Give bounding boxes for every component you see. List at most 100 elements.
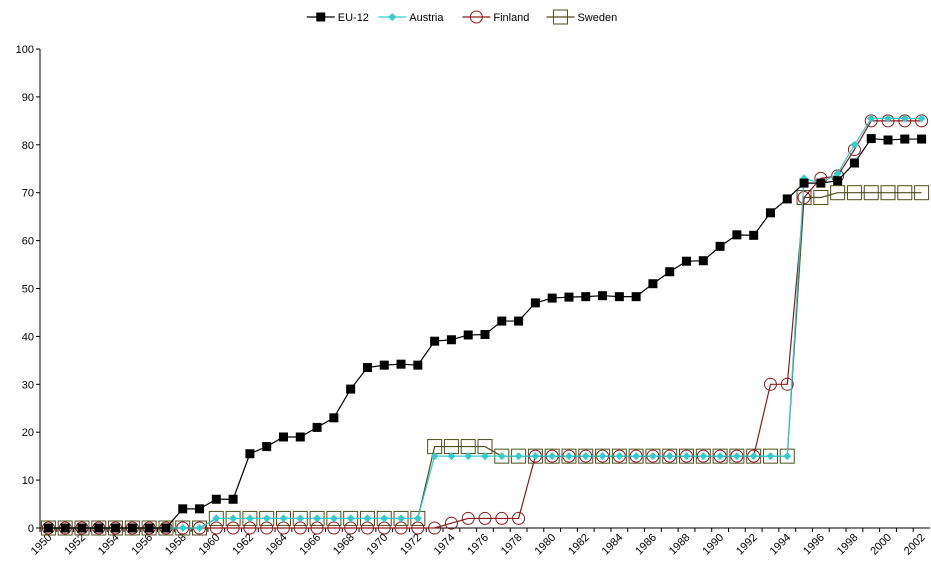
y-tick-label: 90 xyxy=(22,92,34,104)
marker xyxy=(195,504,205,514)
x-tick-label: 1990 xyxy=(700,532,726,558)
marker xyxy=(430,336,440,346)
x-tick-label: 1996 xyxy=(801,532,827,558)
marker xyxy=(816,178,826,188)
x-tick-label: 1980 xyxy=(532,532,558,558)
marker xyxy=(262,442,272,452)
marker xyxy=(880,185,896,201)
y-tick-label: 0 xyxy=(28,523,34,535)
marker xyxy=(581,292,591,302)
marker xyxy=(699,452,708,461)
marker xyxy=(380,514,389,523)
x-tick-label: 1970 xyxy=(365,532,391,558)
marker xyxy=(316,12,326,22)
marker xyxy=(379,360,389,370)
y-tick-label: 50 xyxy=(22,284,34,296)
series-line xyxy=(48,117,922,529)
y-tick-label: 60 xyxy=(22,236,34,248)
marker xyxy=(478,511,492,525)
marker xyxy=(682,452,691,461)
marker xyxy=(463,330,473,340)
marker xyxy=(495,511,509,525)
marker xyxy=(631,292,641,302)
marker xyxy=(430,452,439,461)
marker xyxy=(362,363,372,373)
legend-item: EU-12 xyxy=(306,12,369,24)
marker xyxy=(388,13,397,21)
marker xyxy=(195,524,204,532)
marker xyxy=(765,208,775,218)
x-tick-label: 1986 xyxy=(633,532,659,558)
y-tick-label: 10 xyxy=(22,475,34,487)
series xyxy=(44,114,926,532)
x-tick-label: 1974 xyxy=(432,532,458,558)
x-tick-label: 1950 xyxy=(29,532,55,558)
marker xyxy=(547,293,557,303)
y-tick-label: 70 xyxy=(22,188,34,200)
legend-label: Sweden xyxy=(577,12,617,24)
y-tick-label: 20 xyxy=(22,427,34,439)
marker xyxy=(212,514,221,523)
marker xyxy=(763,377,777,391)
marker xyxy=(883,135,893,145)
marker xyxy=(665,452,674,461)
legend-item: Finland xyxy=(462,10,529,24)
marker xyxy=(396,359,406,369)
marker xyxy=(749,452,758,461)
marker xyxy=(648,279,658,289)
marker xyxy=(648,452,657,461)
marker xyxy=(867,114,876,123)
marker xyxy=(897,185,913,201)
marker xyxy=(530,298,540,308)
x-tick-label: 2002 xyxy=(902,532,928,558)
x-tick-label: 2000 xyxy=(868,532,894,558)
marker xyxy=(614,292,624,302)
marker xyxy=(783,452,792,461)
x-tick-label: 1984 xyxy=(600,532,626,558)
marker xyxy=(799,178,809,188)
marker xyxy=(548,452,557,461)
x-tick-label: 1964 xyxy=(264,532,290,558)
x-tick-label: 1956 xyxy=(129,532,155,558)
marker xyxy=(346,514,355,523)
marker xyxy=(850,140,859,149)
marker xyxy=(397,514,406,523)
marker xyxy=(866,134,876,144)
marker xyxy=(514,316,524,326)
x-tick-label: 1978 xyxy=(499,532,525,558)
marker xyxy=(780,377,794,391)
marker xyxy=(830,185,846,201)
marker xyxy=(228,494,238,504)
marker xyxy=(245,514,254,523)
marker xyxy=(732,230,742,240)
marker xyxy=(900,114,909,123)
marker xyxy=(552,9,568,25)
marker xyxy=(766,452,775,461)
marker xyxy=(796,189,812,205)
marker xyxy=(461,511,475,525)
marker xyxy=(94,523,104,533)
series xyxy=(40,185,930,536)
x-tick-label: 1982 xyxy=(566,532,592,558)
x-tick-label: 1954 xyxy=(96,532,122,558)
marker xyxy=(346,384,356,394)
marker xyxy=(749,230,759,240)
x-tick-label: 1960 xyxy=(197,532,223,558)
series xyxy=(43,134,927,533)
marker xyxy=(413,360,423,370)
marker xyxy=(797,190,811,204)
marker xyxy=(313,514,322,523)
marker xyxy=(444,516,458,530)
marker xyxy=(564,452,573,461)
x-tick-label: 1968 xyxy=(331,532,357,558)
marker xyxy=(111,523,121,533)
marker xyxy=(665,267,675,277)
marker xyxy=(849,158,859,168)
legend-label: Finland xyxy=(493,12,529,24)
marker xyxy=(447,452,456,461)
y-tick-label: 80 xyxy=(22,140,34,152)
marker xyxy=(900,134,910,144)
marker xyxy=(598,291,608,301)
y-tick-label: 30 xyxy=(22,379,34,391)
x-tick-label: 1972 xyxy=(398,532,424,558)
